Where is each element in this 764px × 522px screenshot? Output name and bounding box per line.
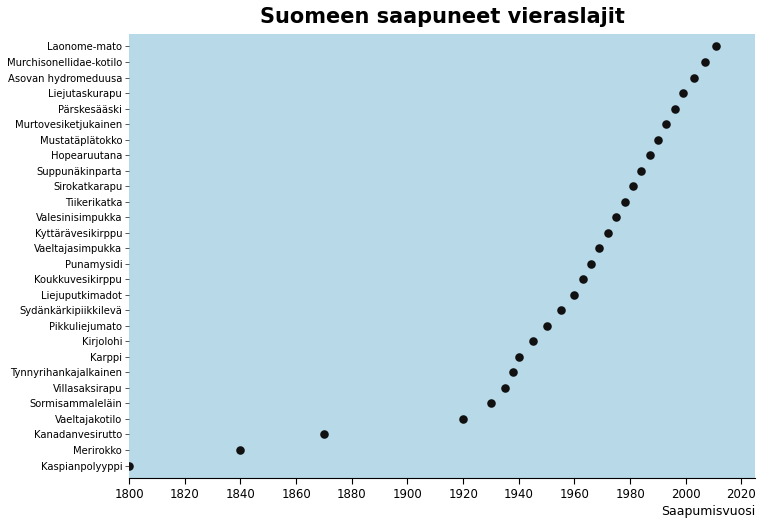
Point bbox=[652, 135, 664, 144]
Point bbox=[485, 399, 497, 408]
Point bbox=[585, 259, 597, 268]
Point bbox=[513, 353, 525, 361]
Point bbox=[626, 182, 639, 191]
Point bbox=[555, 306, 567, 314]
Point bbox=[602, 229, 614, 237]
Point bbox=[507, 368, 520, 376]
Point bbox=[540, 322, 552, 330]
Point bbox=[318, 430, 330, 438]
Title: Suomeen saapuneet vieraslajit: Suomeen saapuneet vieraslajit bbox=[260, 7, 625, 27]
Point bbox=[457, 415, 469, 423]
Point bbox=[526, 337, 539, 346]
Point bbox=[610, 213, 623, 221]
Point bbox=[123, 461, 135, 470]
Point bbox=[643, 151, 656, 159]
Point bbox=[677, 89, 689, 97]
Point bbox=[699, 58, 711, 66]
Point bbox=[668, 104, 681, 113]
Point bbox=[568, 291, 581, 299]
X-axis label: Saapumisvuosi: Saapumisvuosi bbox=[661, 505, 756, 518]
Point bbox=[660, 120, 672, 128]
Point bbox=[499, 384, 511, 392]
Point bbox=[577, 275, 589, 283]
Point bbox=[618, 197, 630, 206]
Point bbox=[688, 73, 701, 81]
Point bbox=[235, 446, 247, 454]
Point bbox=[594, 244, 606, 253]
Point bbox=[711, 42, 723, 51]
Point bbox=[635, 167, 647, 175]
